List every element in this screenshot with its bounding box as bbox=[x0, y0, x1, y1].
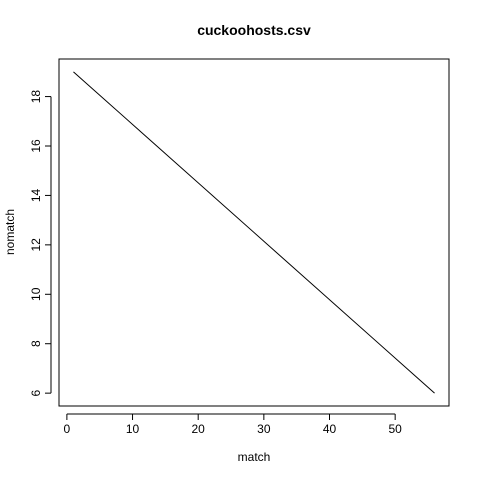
series-layer bbox=[73, 71, 435, 394]
x-axis-ticks: 0 10 20 30 40 50 bbox=[64, 414, 402, 436]
x-axis-label: match bbox=[238, 450, 271, 464]
y-tick-label: 18 bbox=[29, 90, 43, 104]
x-tick-label: 20 bbox=[192, 422, 206, 436]
y-tick-label: 8 bbox=[29, 340, 43, 347]
y-axis-label: nomatch bbox=[3, 209, 17, 255]
plot-frame bbox=[58, 58, 450, 407]
chart-title: cuckoohosts.csv bbox=[197, 22, 311, 38]
series-line bbox=[73, 71, 435, 394]
y-tick-label: 12 bbox=[29, 238, 43, 252]
x-tick-label: 10 bbox=[126, 422, 140, 436]
x-tick-label: 0 bbox=[64, 422, 71, 436]
x-tick-label: 30 bbox=[257, 422, 271, 436]
y-tick-label: 10 bbox=[29, 287, 43, 301]
y-tick-label: 14 bbox=[29, 188, 43, 202]
y-tick-label: 6 bbox=[29, 389, 43, 396]
x-tick-label: 40 bbox=[323, 422, 337, 436]
y-axis-ticks: 6 8 10 12 14 16 18 bbox=[29, 90, 51, 396]
x-tick-label: 50 bbox=[388, 422, 402, 436]
y-tick-label: 16 bbox=[29, 139, 43, 153]
